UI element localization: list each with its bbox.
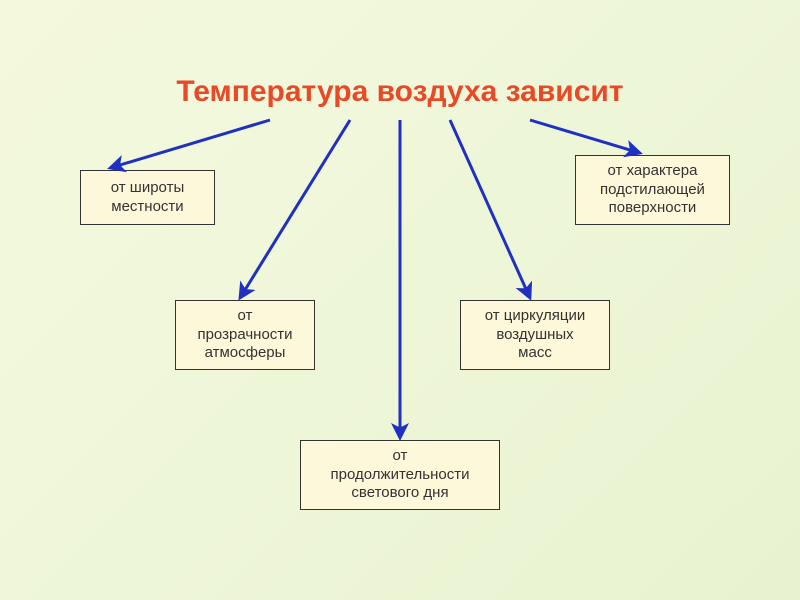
- node-latitude: от широтыместности: [80, 170, 215, 225]
- arrow: [110, 120, 270, 168]
- arrow: [450, 120, 530, 298]
- diagram-title: Температура воздуха зависит: [0, 75, 800, 109]
- node-surface: от характераподстилающейповерхности: [575, 155, 730, 225]
- arrow: [240, 120, 350, 298]
- node-daylength: отпродолжительностисветового дня: [300, 440, 500, 510]
- node-circulation: от циркуляциивоздушныхмасс: [460, 300, 610, 370]
- node-transparency: отпрозрачностиатмосферы: [175, 300, 315, 370]
- arrow: [530, 120, 640, 153]
